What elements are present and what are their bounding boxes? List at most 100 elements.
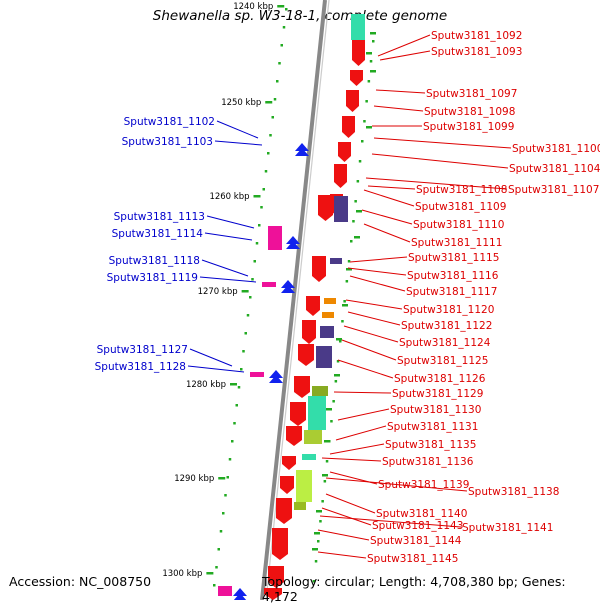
leader-line	[325, 493, 376, 514]
tick-dot	[278, 62, 281, 65]
tick-dot	[249, 296, 252, 299]
gene-arrow	[281, 280, 295, 288]
gene-block	[342, 116, 355, 138]
scale-tick	[241, 290, 249, 293]
tick-dot	[258, 224, 261, 227]
gene-block	[312, 256, 326, 282]
tick-dot	[354, 200, 357, 203]
leader-line	[347, 267, 407, 276]
right-gene-label: Sputw3181_1109	[415, 201, 506, 213]
left-gene-label: Sputw3181_1114	[112, 228, 204, 240]
leader-line	[204, 232, 253, 241]
tick-dot	[345, 280, 349, 283]
gene-block	[264, 588, 282, 600]
leader-line	[349, 256, 408, 263]
tick-dot	[323, 480, 327, 483]
tick-dot	[267, 152, 270, 155]
leader-line	[214, 140, 263, 146]
scale-mark-label: 1290 kbp	[174, 474, 214, 484]
gene-tick	[312, 548, 318, 551]
tick-dot	[372, 40, 375, 43]
tick-dot	[361, 140, 364, 143]
gene-block	[280, 476, 294, 494]
leader-line	[363, 223, 411, 243]
scale-mark-label: 1240 kbp	[233, 2, 273, 12]
leader-line	[361, 209, 413, 225]
right-gene-label: Sputw3181_1104	[509, 163, 600, 175]
tick-dot	[237, 386, 241, 389]
leader-line	[373, 137, 512, 149]
gene-block	[296, 470, 312, 502]
left-gene-label: Sputw3181_1118	[109, 255, 200, 267]
gene-arrow	[269, 375, 283, 383]
gene-arrow	[295, 148, 309, 156]
tick-dot	[280, 44, 283, 47]
gene-tick	[326, 408, 332, 411]
gene-tick	[356, 210, 362, 213]
gene-tick	[334, 374, 340, 377]
leader-line	[377, 34, 431, 57]
tick-dot	[369, 60, 373, 63]
scale-mark-label: 1250 kbp	[221, 98, 261, 108]
leader-line	[347, 311, 401, 326]
tick-dot	[356, 180, 360, 183]
gene-tick	[354, 236, 360, 239]
left-gene-label: Sputw3181_1119	[107, 272, 198, 284]
gene-arrow	[269, 370, 283, 378]
leader-line	[321, 457, 382, 462]
tick-dot	[330, 420, 333, 423]
leader-line	[337, 359, 394, 379]
gene-arrow	[233, 593, 247, 600]
tick-dot	[343, 300, 346, 303]
tick-dot	[224, 494, 227, 497]
left-gene-label: Sputw3181_1128	[95, 361, 186, 373]
scale-tick	[277, 5, 285, 8]
tick-dot	[339, 340, 342, 343]
scale-mark-label: 1260 kbp	[209, 192, 249, 202]
right-gene-label: Sputw3181_1107	[508, 184, 599, 196]
gene-block	[298, 344, 314, 366]
tick-dot	[273, 98, 277, 101]
tick-dot	[269, 134, 272, 137]
gene-block	[294, 376, 310, 398]
tick-dot	[253, 260, 256, 263]
leader-line	[333, 391, 392, 394]
leader-line	[343, 325, 399, 343]
tick-dot	[219, 530, 223, 533]
gene-arrow	[295, 143, 309, 151]
gene-tick	[336, 338, 342, 341]
gene-block	[268, 566, 284, 588]
leader-line	[189, 348, 233, 367]
gene-tick	[316, 510, 322, 513]
tick-dot	[242, 350, 245, 353]
tick-dot	[226, 476, 229, 479]
gene-block	[262, 282, 276, 287]
gene-block	[324, 298, 336, 304]
leader-line	[379, 50, 431, 61]
accession-label: Accession: NC_008750	[9, 574, 152, 589]
gene-block	[306, 296, 320, 316]
right-gene-label: Sputw3181_1144	[370, 535, 462, 547]
gene-block	[316, 346, 332, 368]
gene-block	[302, 454, 316, 460]
gene-block	[272, 528, 288, 560]
tick-dot	[285, 8, 288, 11]
leader-line	[337, 408, 390, 421]
left-gene-label: Sputw3181_1103	[122, 136, 213, 148]
leader-line	[321, 507, 372, 526]
leader-line	[187, 365, 245, 373]
scale-tick	[265, 101, 273, 104]
right-gene-label: Sputw3181_1122	[401, 320, 492, 332]
leader-line	[329, 443, 385, 455]
gene-block	[268, 226, 282, 250]
right-gene-label: Sputw3181_1126	[394, 373, 486, 385]
tick-dot	[213, 584, 216, 587]
left-gene-label: Sputw3181_1113	[114, 211, 205, 223]
right-gene-label: Sputw3181_1131	[387, 421, 478, 433]
tick-dot	[352, 220, 355, 223]
tick-dot	[336, 360, 340, 363]
right-gene-label: Sputw3181_1135	[385, 439, 476, 451]
right-gene-label: Sputw3181_1141	[462, 522, 553, 534]
tick-dot	[282, 26, 286, 29]
